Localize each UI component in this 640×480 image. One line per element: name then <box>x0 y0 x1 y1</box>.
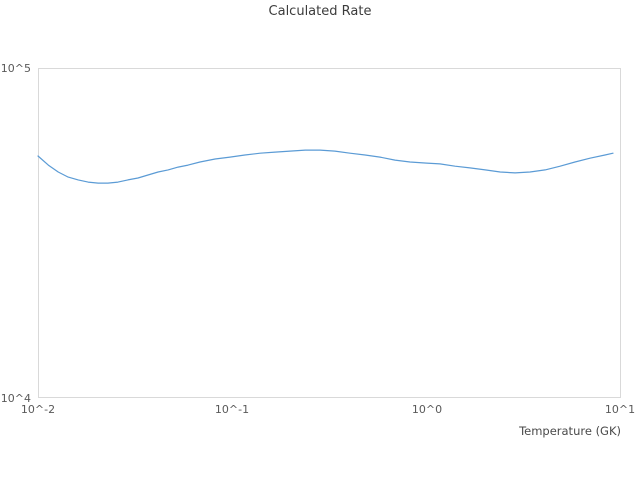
x-tick-label: 10^1 <box>604 403 636 416</box>
chart-title: Calculated Rate <box>268 4 372 19</box>
y-tick-label: 10^4 <box>0 392 31 405</box>
x-axis-label: Temperature (GK) <box>519 424 621 438</box>
y-tick-label: 10^5 <box>0 62 31 75</box>
x-tick-label: 10^-2 <box>20 403 56 416</box>
plot-area <box>38 68 621 398</box>
x-tick-label: 10^-1 <box>214 403 250 416</box>
x-tick-label: 10^0 <box>411 403 443 416</box>
